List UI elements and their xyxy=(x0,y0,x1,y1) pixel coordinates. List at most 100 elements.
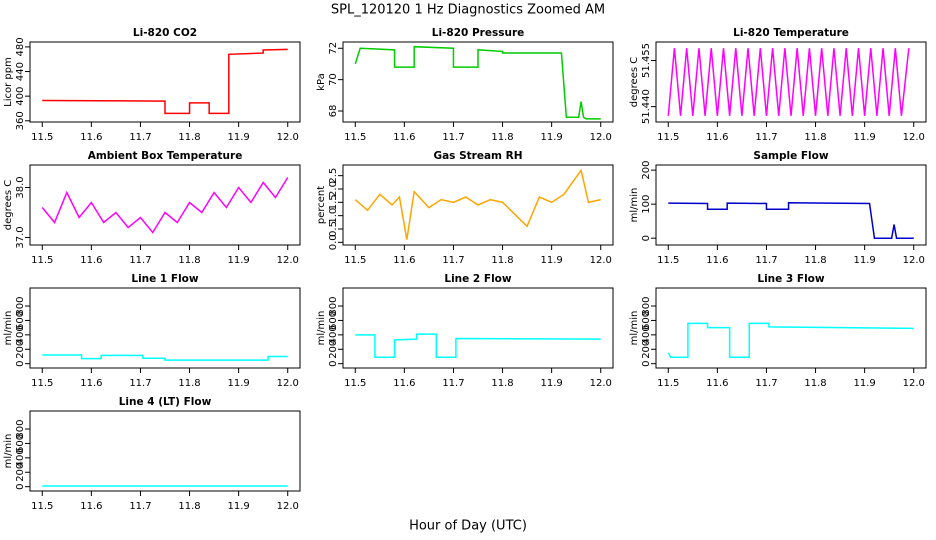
x-tick-label: 11.8 xyxy=(491,132,513,143)
y-tick-label: 0 xyxy=(15,483,26,489)
y-tick-label: 200 xyxy=(15,463,26,482)
panel-title: Line 1 Flow xyxy=(131,273,198,285)
x-tick-label: 11.9 xyxy=(228,501,250,512)
y-tick-label: 2.5 xyxy=(328,168,339,184)
y-tick-label: 200 xyxy=(328,340,339,359)
x-tick-label: 11.5 xyxy=(657,255,679,266)
panel-title: Sample Flow xyxy=(753,150,828,162)
x-tick-label: 11.9 xyxy=(228,132,250,143)
y-tick-label: 51.455 xyxy=(641,43,652,78)
y-tick-label: 100 xyxy=(641,195,652,214)
x-tick-label: 12.0 xyxy=(903,378,925,389)
panel: Line 4 (LT) Flow ml/min 11.5 11.6 11.7 11.8 11… xyxy=(3,396,301,512)
x-tick-label: 11.5 xyxy=(31,255,53,266)
figure-title: SPL_120120 1 Hz Diagnostics Zoomed AM xyxy=(331,3,605,18)
x-tick-label: 11.7 xyxy=(755,132,777,143)
x-tick-label: 12.0 xyxy=(277,255,299,266)
y-tick-label: 360 xyxy=(15,111,26,130)
x-tick-label: 11.8 xyxy=(178,378,200,389)
x-tick-label: 11.7 xyxy=(129,378,151,389)
x-tick-label: 11.7 xyxy=(755,378,777,389)
x-tick-label: 11.5 xyxy=(657,132,679,143)
panel: Li-820 CO2 Licor ppm 11.5 11.6 11.7 11.8 11.9 1… xyxy=(3,27,301,143)
x-tick-label: 11.7 xyxy=(755,255,777,266)
y-tick-label: 0.5 xyxy=(328,221,339,237)
y-tick-label: 0 xyxy=(15,360,26,366)
data-line xyxy=(354,168,601,240)
x-tick-label: 12.0 xyxy=(277,132,299,143)
y-tick-label: 480 xyxy=(15,37,26,56)
x-tick-label: 11.6 xyxy=(80,501,102,512)
y-axis-label: Licor ppm xyxy=(3,57,14,107)
x-tick-label: 12.0 xyxy=(590,255,612,266)
plot-frame xyxy=(29,41,301,123)
x-tick-label: 11.9 xyxy=(541,132,563,143)
x-tick-label: 11.7 xyxy=(442,378,464,389)
y-tick-label: 68 xyxy=(328,105,339,118)
panel: Line 3 Flow ml/min 11.5 11.6 11.7 11.8 11.9 12.… xyxy=(629,273,927,389)
x-tick-label: 11.7 xyxy=(129,255,151,266)
x-tick-label: 11.8 xyxy=(178,132,200,143)
x-tick-label: 11.7 xyxy=(442,255,464,266)
y-tick-label: 800 xyxy=(328,296,339,315)
x-tick-label: 11.5 xyxy=(31,378,53,389)
x-tick-label: 11.6 xyxy=(80,378,102,389)
x-tick-label: 11.9 xyxy=(854,378,876,389)
panel: Ambient Box Temperature degrees C 11.5 11.6… xyxy=(3,150,301,266)
y-axis-label: ml/min xyxy=(3,311,14,346)
x-tick-label: 12.0 xyxy=(277,378,299,389)
plot-frame xyxy=(342,41,614,123)
x-axis-label: Hour of Day (UTC) xyxy=(409,519,527,534)
x-tick-label: 11.7 xyxy=(129,501,151,512)
plot-frame xyxy=(655,164,927,246)
y-tick-label: 600 xyxy=(15,311,26,330)
panel-title: Line 2 Flow xyxy=(444,273,511,285)
y-tick-label: 400 xyxy=(15,87,26,106)
data-line xyxy=(354,45,601,120)
y-tick-label: 200 xyxy=(15,340,26,359)
panel-title: Li-820 Temperature xyxy=(733,27,849,39)
x-tick-label: 11.9 xyxy=(854,132,876,143)
y-axis-label: ml/min xyxy=(629,188,640,223)
y-tick-label: 800 xyxy=(15,296,26,315)
y-tick-label: 440 xyxy=(15,62,26,81)
panel-title: Li-820 Pressure xyxy=(432,27,525,39)
y-tick-label: 400 xyxy=(15,448,26,467)
x-tick-label: 11.7 xyxy=(129,132,151,143)
y-tick-label: 0 xyxy=(641,360,652,366)
y-axis-label: degrees C xyxy=(3,180,14,230)
data-line xyxy=(42,48,288,115)
panel: Sample Flow ml/min 11.5 11.6 11.7 11.8 11.9 12.… xyxy=(629,150,927,266)
x-tick-label: 11.8 xyxy=(804,132,826,143)
panel-title: Ambient Box Temperature xyxy=(88,150,243,162)
x-tick-label: 11.8 xyxy=(804,255,826,266)
x-tick-label: 12.0 xyxy=(903,132,925,143)
x-tick-label: 11.6 xyxy=(393,378,415,389)
x-tick-label: 11.9 xyxy=(228,255,250,266)
x-tick-label: 11.7 xyxy=(442,132,464,143)
data-line xyxy=(41,177,289,234)
plot-frame xyxy=(342,164,614,246)
panel: Gas Stream RH percent 11.5 11.6 11.7 11.8 11.9… xyxy=(316,150,614,266)
x-tick-label: 11.9 xyxy=(541,255,563,266)
panel: Li-820 Pressure kPa 11.5 11.6 11.7 11.8 11.9 12… xyxy=(316,27,614,143)
x-tick-label: 12.0 xyxy=(590,132,612,143)
plot-frame xyxy=(655,41,927,123)
panel-title: Li-820 CO2 xyxy=(133,27,197,39)
x-tick-label: 11.5 xyxy=(344,378,366,389)
x-tick-label: 12.0 xyxy=(277,501,299,512)
y-tick-label: 1.0 xyxy=(328,208,339,224)
x-tick-label: 11.5 xyxy=(657,378,679,389)
x-tick-label: 11.6 xyxy=(80,132,102,143)
y-axis-label: ml/min xyxy=(316,311,327,346)
panel-title: Gas Stream RH xyxy=(433,150,522,162)
x-tick-label: 11.8 xyxy=(804,378,826,389)
plot-frame xyxy=(29,287,301,369)
y-tick-label: 0.0 xyxy=(328,234,339,250)
x-tick-label: 11.6 xyxy=(706,378,728,389)
x-tick-label: 11.5 xyxy=(344,255,366,266)
x-tick-label: 11.5 xyxy=(31,501,53,512)
y-tick-label: 200 xyxy=(641,161,652,180)
x-tick-label: 11.6 xyxy=(393,255,415,266)
